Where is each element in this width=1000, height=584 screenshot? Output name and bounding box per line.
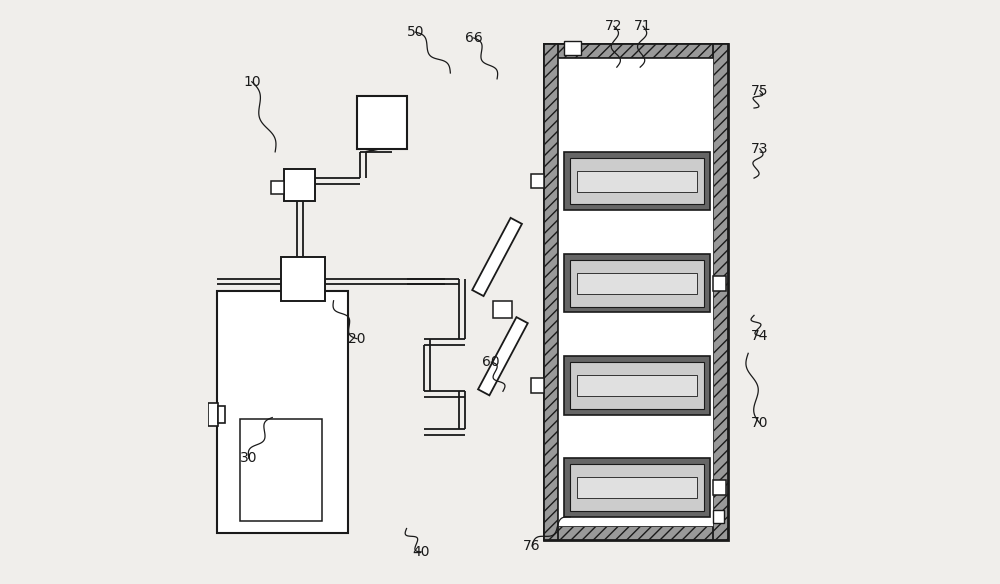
Bar [713,480,726,495]
Text: 40: 40 [412,545,430,559]
Text: 20: 20 [348,332,366,346]
Bar [284,169,315,201]
Bar [217,291,348,533]
Bar [544,526,728,540]
Bar [577,477,697,498]
Text: 30: 30 [240,451,258,465]
Polygon shape [478,317,528,395]
Text: 60: 60 [482,355,500,369]
Bar [713,44,728,540]
Text: 71: 71 [634,19,652,33]
Bar [570,464,704,511]
Text: 74: 74 [751,329,769,343]
Bar [271,181,284,194]
Bar [218,406,225,423]
Bar [208,403,218,426]
Bar [531,378,544,393]
Bar [570,158,704,204]
Bar [564,458,710,517]
Text: 72: 72 [605,19,623,33]
Bar [577,171,697,192]
Text: 75: 75 [751,84,769,98]
Bar [357,96,407,149]
Text: 70: 70 [751,416,769,430]
Bar [570,362,704,409]
Bar [544,44,728,58]
Text: 10: 10 [243,75,261,89]
Text: 50: 50 [407,25,424,39]
Text: 73: 73 [751,142,769,156]
Bar [493,301,512,318]
Bar [564,41,581,55]
Bar [713,510,724,523]
Text: 66: 66 [465,31,483,45]
Bar [240,419,322,521]
Bar [544,44,558,540]
Bar [281,257,325,301]
Bar [570,260,704,307]
Bar [564,254,710,312]
Bar [577,273,697,294]
Bar [564,152,710,210]
Bar [544,44,728,540]
Bar [713,276,726,290]
Bar [564,356,710,415]
Polygon shape [472,218,522,296]
Bar [577,375,697,396]
Bar [558,58,713,526]
Bar [531,174,544,189]
Text: 76: 76 [523,539,541,553]
